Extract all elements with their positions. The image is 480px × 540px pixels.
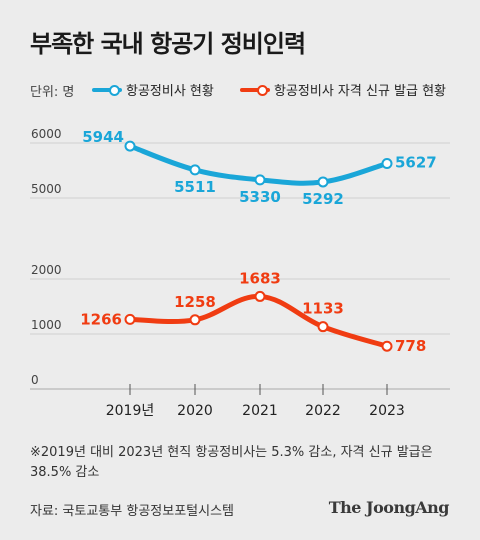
legend-swatch-series2 [240, 83, 270, 97]
y-tick-label: 5000 [31, 182, 62, 196]
data-point [254, 174, 266, 186]
line-chart: 0 1000 2000 5000 6000 2019년 2020 2021 2022 2023 59… [30, 127, 450, 419]
series-line [127, 293, 390, 349]
x-tick-label: 2019년 [106, 403, 155, 419]
unit-label: 단위: 명 [30, 85, 75, 100]
data-label: 1133 [302, 300, 344, 318]
data-point [381, 340, 393, 352]
data-point [381, 158, 393, 170]
x-tick-label: 2021 [242, 403, 278, 419]
data-label: 1258 [174, 293, 216, 311]
legend-label-series1: 항공정비사 현황 [126, 84, 214, 99]
y-tick-label: 1000 [31, 318, 62, 332]
data-point [189, 314, 201, 326]
data-label: 5511 [174, 178, 216, 196]
legend-swatch-series1 [92, 83, 122, 97]
x-tick-label: 2020 [177, 403, 213, 419]
y-tick-label: 2000 [31, 263, 62, 277]
data-point [189, 164, 201, 176]
data-point [254, 290, 266, 302]
legend-item-series1: 항공정비사 현황 [92, 80, 214, 99]
y-tick-label: 0 [31, 373, 39, 387]
data-label: 5292 [302, 190, 344, 208]
source-text: 자료: 국토교통부 항공정보포털시스템 [30, 504, 235, 519]
brand-logo: The JoongAng [328, 498, 450, 517]
footnote: ※2019년 대비 2023년 현직 항공정비사는 5.3% 감소, 자격 신규… [30, 445, 433, 480]
legend-item-series2: 항공정비사 자격 신규 발급 현황 [240, 80, 446, 99]
data-label: 5330 [239, 188, 281, 206]
chart-title: 부족한 국내 항공기 정비인력 [30, 30, 306, 58]
x-tick-label: 2022 [305, 403, 341, 419]
legend-label-series2: 항공정비사 자격 신규 발급 현황 [274, 84, 447, 99]
data-label: 778 [395, 337, 426, 355]
data-label: 5627 [395, 154, 437, 172]
data-point [317, 321, 329, 333]
x-tick-label: 2023 [369, 403, 405, 419]
data-label: 1266 [80, 310, 122, 328]
data-label: 5944 [82, 128, 124, 146]
data-point [317, 176, 329, 188]
data-point [124, 140, 136, 152]
y-tick-label: 6000 [31, 127, 62, 141]
data-point [124, 313, 136, 325]
data-label: 1683 [239, 269, 281, 287]
